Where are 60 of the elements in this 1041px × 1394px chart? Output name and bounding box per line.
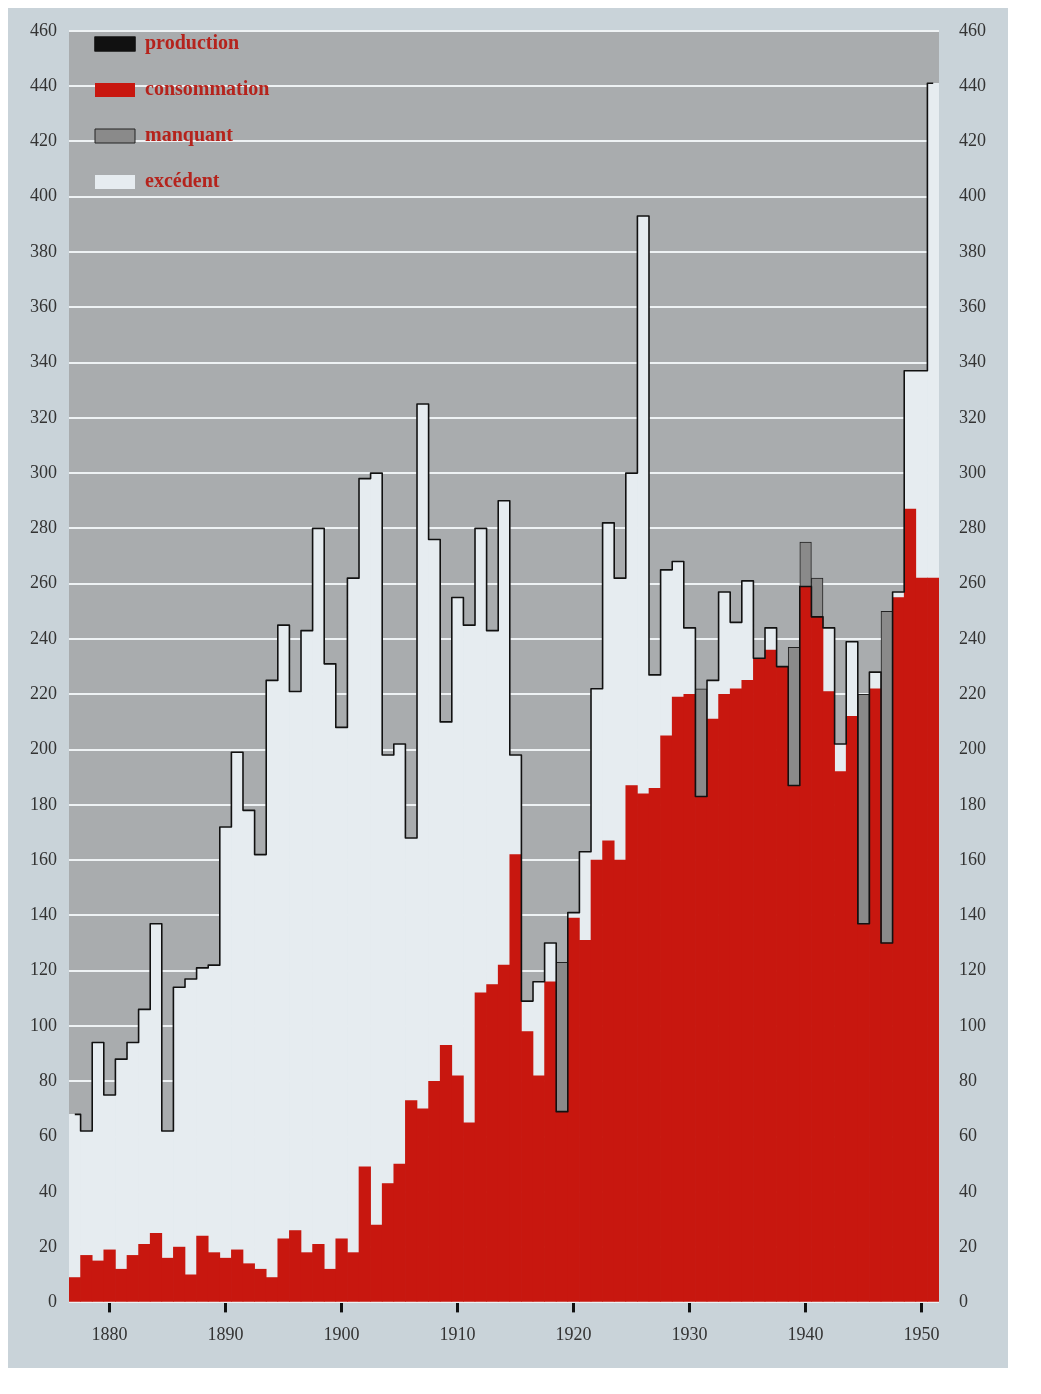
y2-tick-label: 140 bbox=[959, 904, 986, 925]
y-tick-label: 120 bbox=[30, 959, 57, 980]
legend-label: consommation bbox=[145, 77, 270, 100]
y2-tick-label: 80 bbox=[959, 1069, 977, 1090]
y2-tick-label: 460 bbox=[959, 19, 986, 40]
y2-tick-label: 340 bbox=[959, 351, 986, 372]
x-tick-label: 1910 bbox=[439, 1323, 476, 1344]
y2-tick-label: 160 bbox=[959, 848, 986, 869]
y-tick-label: 260 bbox=[30, 572, 57, 593]
y2-tick-label: 280 bbox=[959, 517, 986, 538]
y-tick-label: 200 bbox=[30, 738, 57, 759]
y-tick-label: 140 bbox=[30, 904, 57, 925]
y2-tick-label: 20 bbox=[959, 1235, 977, 1256]
y2-tick-label: 440 bbox=[959, 74, 986, 95]
y2-tick-label: 220 bbox=[959, 682, 986, 703]
y2-tick-label: 40 bbox=[959, 1180, 977, 1201]
y2-tick-label: 400 bbox=[959, 185, 986, 206]
y2-tick-label: 320 bbox=[959, 406, 986, 427]
x-tick-label: 1930 bbox=[671, 1323, 708, 1344]
y-tick-label: 0 bbox=[48, 1291, 57, 1312]
x-tick-label: 1890 bbox=[207, 1323, 244, 1344]
y2-tick-label: 180 bbox=[959, 793, 986, 814]
y-tick-label: 60 bbox=[39, 1125, 57, 1146]
y-tick-label: 340 bbox=[30, 351, 57, 372]
y-tick-label: 280 bbox=[30, 517, 57, 538]
y2-tick-label: 260 bbox=[959, 572, 986, 593]
y-tick-label: 360 bbox=[30, 295, 57, 316]
y-tick-label: 400 bbox=[30, 185, 57, 206]
y-tick-label: 460 bbox=[30, 19, 57, 40]
y-tick-label: 160 bbox=[30, 848, 57, 869]
x-tick-label: 1900 bbox=[323, 1323, 360, 1344]
x-tick-label: 1880 bbox=[91, 1323, 128, 1344]
y-tick-label: 380 bbox=[30, 240, 57, 261]
y2-tick-label: 300 bbox=[959, 461, 986, 482]
y-tick-label: 300 bbox=[30, 461, 57, 482]
y2-tick-label: 0 bbox=[959, 1291, 968, 1312]
legend-label: excédent bbox=[145, 169, 220, 192]
y2-tick-label: 420 bbox=[959, 130, 986, 151]
y2-tick-label: 200 bbox=[959, 738, 986, 759]
y-tick-label: 20 bbox=[39, 1235, 57, 1256]
y2-tick-label: 360 bbox=[959, 295, 986, 316]
y2-tick-label: 240 bbox=[959, 627, 986, 648]
y2-tick-label: 60 bbox=[959, 1125, 977, 1146]
legend-label: manquant bbox=[145, 123, 234, 147]
x-tick-label: 1940 bbox=[787, 1323, 824, 1344]
y2-tick-label: 120 bbox=[959, 959, 986, 980]
y-tick-label: 40 bbox=[39, 1180, 57, 1201]
legend-label: production bbox=[145, 31, 240, 55]
y-tick-label: 320 bbox=[30, 406, 57, 427]
y-tick-label: 440 bbox=[30, 74, 57, 95]
y-tick-label: 80 bbox=[39, 1069, 57, 1090]
y-tick-label: 100 bbox=[30, 1014, 57, 1035]
y-tick-label: 420 bbox=[30, 130, 57, 151]
y2-tick-label: 100 bbox=[959, 1014, 986, 1035]
y2-tick-label: 380 bbox=[959, 240, 986, 261]
x-tick-label: 1950 bbox=[903, 1323, 940, 1344]
y-tick-label: 240 bbox=[30, 627, 57, 648]
x-tick-label: 1920 bbox=[555, 1323, 592, 1344]
y-tick-label: 220 bbox=[30, 682, 57, 703]
y-tick-label: 180 bbox=[30, 793, 57, 814]
